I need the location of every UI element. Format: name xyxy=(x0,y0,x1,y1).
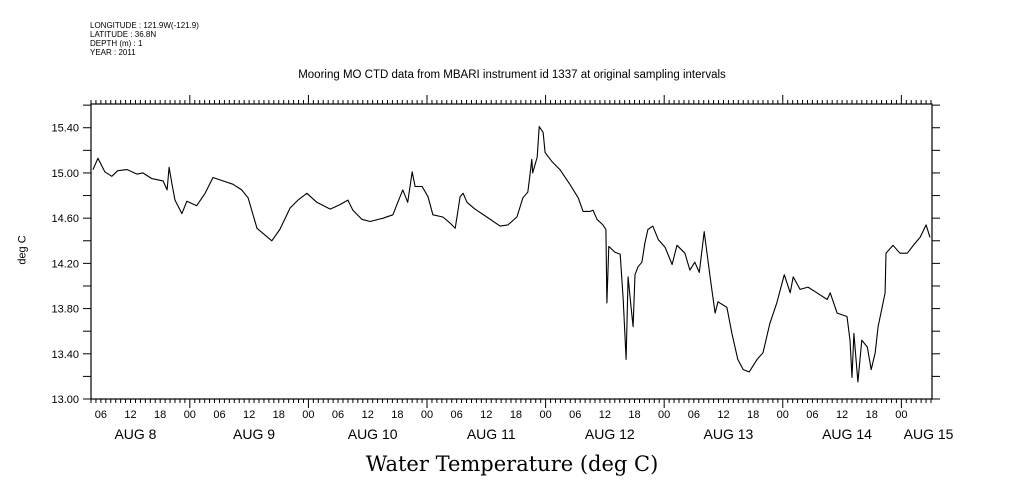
x-tick-label: 18 xyxy=(154,409,166,421)
x-tick-label: 12 xyxy=(717,409,729,421)
series-line-water-temperature xyxy=(92,126,931,383)
y-tick-label: 15.40 xyxy=(51,123,79,135)
depth-text: DEPTH (m) : 1 xyxy=(90,39,143,48)
longitude-text: LONGITUDE : 121.9W(-121.9) xyxy=(90,21,199,30)
x-day-label: AUG 12 xyxy=(585,426,635,442)
x-tick-label: 00 xyxy=(895,409,907,421)
x-tick-label: 00 xyxy=(539,409,551,421)
x-day-label: AUG 8 xyxy=(114,426,156,442)
x-tick-label: 12 xyxy=(124,409,136,421)
x-tick-label: 00 xyxy=(421,409,433,421)
x-day-label: AUG 10 xyxy=(348,426,398,442)
x-tick-label: 00 xyxy=(658,409,670,421)
latitude-text: LATITUDE : 36.8N xyxy=(90,30,157,39)
x-tick-label: 18 xyxy=(747,409,759,421)
x-tick-label: 18 xyxy=(510,409,522,421)
y-tick-label: 14.60 xyxy=(51,213,79,225)
plot-frame xyxy=(90,103,933,400)
x-tick-label: 18 xyxy=(866,409,878,421)
x-day-label: AUG 11 xyxy=(467,426,516,442)
x-tick-label: 18 xyxy=(628,409,640,421)
x-tick-label: 06 xyxy=(95,409,107,421)
y-tick-label: 15.00 xyxy=(51,168,79,180)
chart-title: Mooring MO CTD data from MBARI instrumen… xyxy=(298,69,726,81)
x-day-label: AUG 14 xyxy=(822,426,872,442)
x-tick-label: 00 xyxy=(302,409,314,421)
x-tick-label: 06 xyxy=(332,409,344,421)
x-axis-title: Water Temperature (deg C) xyxy=(365,452,659,476)
x-tick-label: 12 xyxy=(480,409,492,421)
x-tick-label: 06 xyxy=(569,409,581,421)
y-tick-label: 13.40 xyxy=(51,349,79,361)
x-tick-label: 00 xyxy=(777,409,789,421)
x-tick-label: 06 xyxy=(806,409,818,421)
metadata-block: LONGITUDE : 121.9W(-121.9) LATITUDE : 36… xyxy=(90,21,199,57)
x-tick-label: 12 xyxy=(362,409,374,421)
x-day-label: AUG 13 xyxy=(704,426,754,442)
x-day-label: AUG 9 xyxy=(233,426,275,442)
x-tick-label: 06 xyxy=(688,409,700,421)
x-tick-label: 12 xyxy=(243,409,255,421)
y-tick-label: 14.20 xyxy=(51,258,79,270)
year-text: YEAR : 2011 xyxy=(90,48,136,57)
x-day-label: AUG 15 xyxy=(904,426,954,442)
x-tick-label: 18 xyxy=(273,409,285,421)
x-tick-label: 12 xyxy=(836,409,848,421)
y-tick-label: 13.00 xyxy=(51,394,79,406)
x-tick-label: 06 xyxy=(451,409,463,421)
y-tick-label: 13.80 xyxy=(51,304,79,316)
x-tick-label: 12 xyxy=(599,409,611,421)
x-tick-label: 00 xyxy=(184,409,196,421)
x-tick-label: 06 xyxy=(213,409,225,421)
x-tick-label: 18 xyxy=(391,409,403,421)
